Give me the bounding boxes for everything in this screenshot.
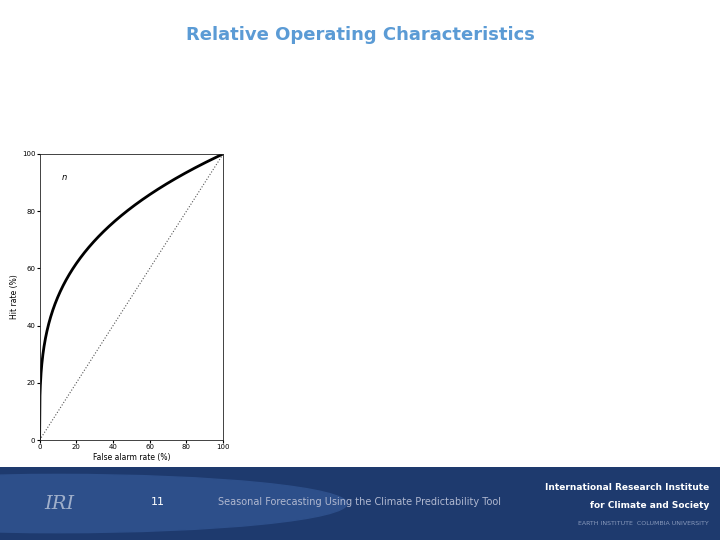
- Y-axis label: Hit rate (%): Hit rate (%): [10, 275, 19, 319]
- X-axis label: False alarm rate (%): False alarm rate (%): [93, 453, 170, 462]
- Text: IRI: IRI: [44, 495, 74, 512]
- Text: International Research Institute: International Research Institute: [545, 483, 709, 492]
- Circle shape: [0, 474, 347, 532]
- Text: n: n: [62, 173, 67, 181]
- FancyBboxPatch shape: [0, 467, 720, 540]
- Text: 11: 11: [151, 497, 165, 507]
- Text: Relative Operating Characteristics: Relative Operating Characteristics: [186, 26, 534, 44]
- Text: for Climate and Society: for Climate and Society: [590, 501, 709, 510]
- Text: Seasonal Forecasting Using the Climate Predictability Tool: Seasonal Forecasting Using the Climate P…: [218, 497, 502, 507]
- Text: EARTH INSTITUTE  COLUMBIA UNIVERSITY: EARTH INSTITUTE COLUMBIA UNIVERSITY: [578, 522, 709, 526]
